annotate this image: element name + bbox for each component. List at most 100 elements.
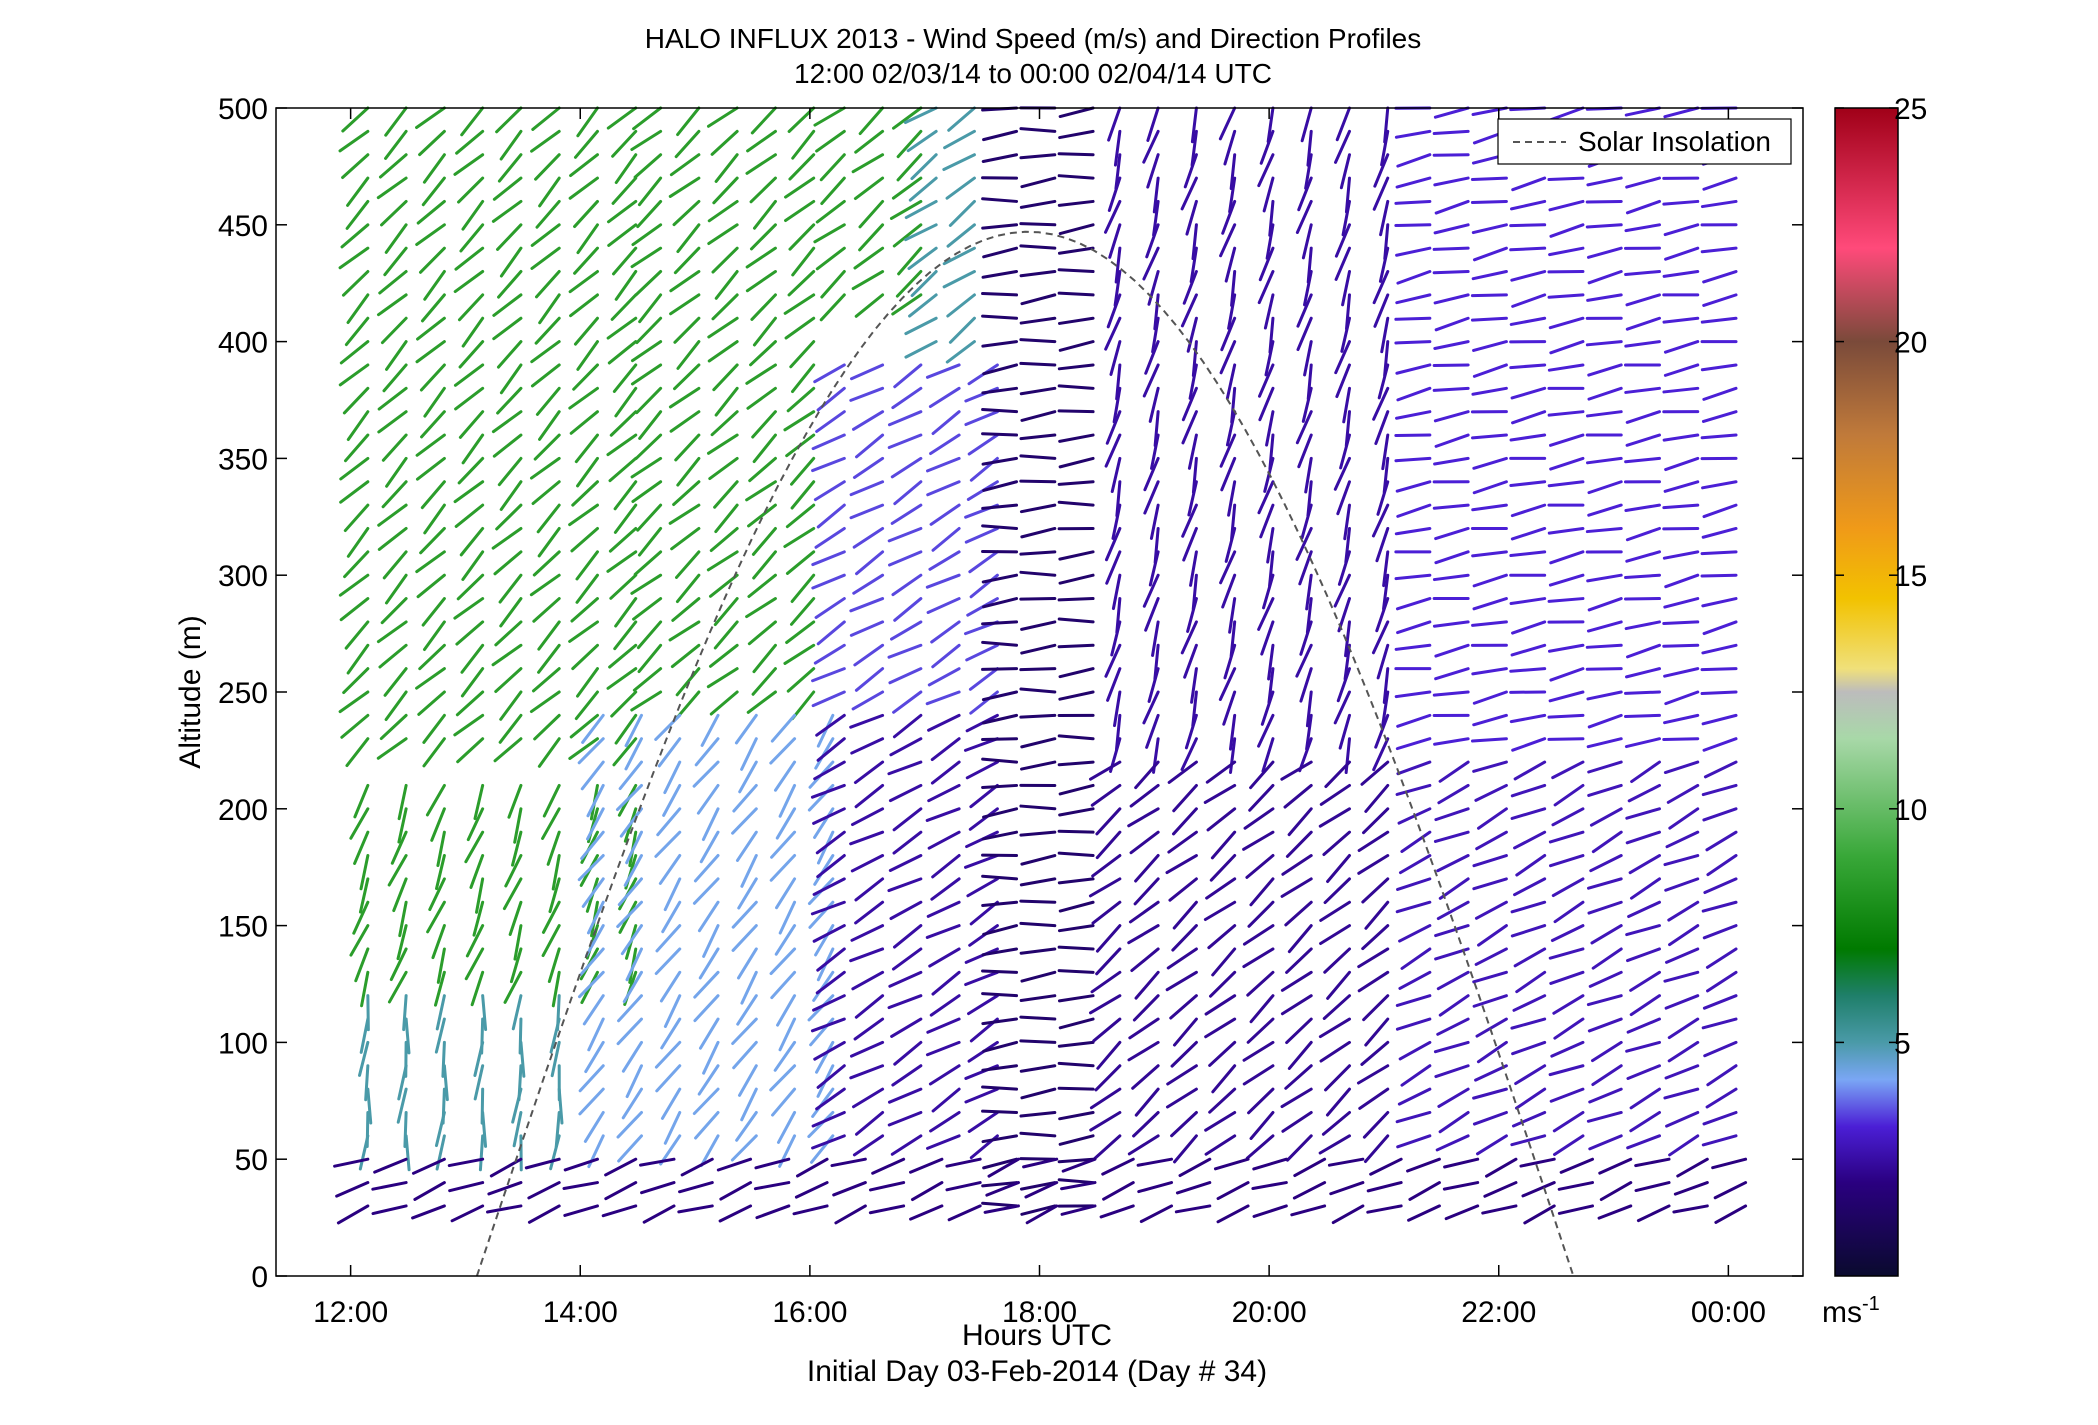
wind-barb bbox=[1143, 456, 1160, 492]
wind-barb bbox=[1191, 456, 1198, 494]
wind-barb bbox=[1663, 223, 1700, 237]
wind-barb bbox=[630, 340, 663, 363]
wind-barb bbox=[670, 526, 701, 551]
wind-barb bbox=[492, 293, 523, 317]
wind-barb bbox=[530, 129, 561, 153]
wind-barb bbox=[345, 737, 370, 768]
wind-barb bbox=[454, 503, 485, 528]
wind-barb bbox=[658, 854, 682, 885]
wind-barb bbox=[538, 293, 561, 325]
wind-barb bbox=[906, 129, 938, 153]
wind-barb bbox=[1663, 713, 1700, 725]
wind-barb bbox=[964, 854, 999, 869]
wind-barb bbox=[1587, 480, 1623, 495]
wind-barb bbox=[615, 783, 643, 812]
wind-barb bbox=[614, 153, 638, 185]
wind-barb bbox=[850, 807, 885, 827]
wind-barb bbox=[426, 900, 446, 934]
wind-barb bbox=[1295, 526, 1313, 561]
wind-barb bbox=[926, 1134, 961, 1150]
wind-barb bbox=[1432, 246, 1470, 251]
wind-barb bbox=[1019, 687, 1057, 694]
wind-barb bbox=[893, 480, 923, 506]
wind-barb bbox=[734, 713, 758, 745]
wind-barb bbox=[890, 456, 923, 479]
wind-barb bbox=[456, 573, 485, 601]
wind-barb bbox=[1057, 1061, 1095, 1068]
x-axis-label: Hours UTC bbox=[962, 1319, 1112, 1352]
wind-barb bbox=[1252, 1157, 1288, 1171]
wind-barbs bbox=[333, 106, 1748, 1225]
wind-barb bbox=[702, 924, 720, 958]
wind-barb bbox=[576, 456, 599, 488]
wind-barb bbox=[1208, 1087, 1237, 1114]
x-tick-label: 00:00 bbox=[1691, 1296, 1766, 1329]
wind-barb bbox=[925, 363, 961, 379]
wind-barb bbox=[1701, 713, 1738, 726]
wind-barb bbox=[1019, 1110, 1057, 1118]
wind-barb bbox=[1058, 223, 1095, 236]
x-tick-label: 14:00 bbox=[543, 1296, 618, 1329]
wind-barb bbox=[1213, 1157, 1250, 1171]
wind-barb bbox=[968, 807, 999, 831]
wind-barb bbox=[714, 270, 739, 300]
wind-barb bbox=[1513, 760, 1547, 781]
wind-barb bbox=[910, 153, 938, 181]
wind-barb bbox=[1261, 737, 1275, 773]
wind-barb bbox=[662, 783, 682, 817]
wind-barb bbox=[1586, 456, 1623, 465]
wind-barb bbox=[344, 433, 370, 463]
wind-barb bbox=[740, 737, 758, 771]
wind-barb bbox=[668, 386, 701, 409]
wind-barb bbox=[491, 199, 523, 223]
wind-barb bbox=[1058, 1110, 1095, 1121]
wind-barb bbox=[569, 153, 599, 178]
wind-barb bbox=[1395, 480, 1432, 493]
wind-barb bbox=[926, 456, 961, 473]
wind-barb bbox=[621, 1040, 643, 1073]
wind-barb bbox=[791, 363, 816, 394]
wind-barb bbox=[1701, 597, 1738, 608]
wind-barb bbox=[1700, 246, 1738, 254]
wind-barb bbox=[816, 854, 846, 879]
wind-barb bbox=[478, 1134, 485, 1172]
wind-barb bbox=[1395, 737, 1432, 751]
wind-barb bbox=[1221, 573, 1237, 609]
wind-barb bbox=[1339, 153, 1351, 190]
wind-barb bbox=[359, 1017, 370, 1054]
wind-barb bbox=[613, 620, 638, 651]
wind-barb bbox=[1260, 690, 1275, 726]
wind-barb bbox=[1344, 737, 1351, 775]
wind-barb bbox=[1280, 760, 1313, 781]
wind-barb bbox=[904, 223, 938, 242]
wind-barb bbox=[1434, 807, 1470, 822]
wind-barb bbox=[1509, 480, 1547, 488]
wind-barb bbox=[376, 176, 408, 200]
wind-barb bbox=[1191, 573, 1198, 611]
wind-barb bbox=[1553, 1134, 1585, 1156]
wind-barb bbox=[718, 1204, 753, 1223]
wind-barb bbox=[1366, 1181, 1403, 1193]
wind-barb bbox=[981, 524, 1019, 530]
wind-barb bbox=[1151, 620, 1160, 657]
wind-barb bbox=[849, 597, 885, 613]
wind-barb bbox=[1701, 643, 1738, 655]
wind-barb bbox=[1363, 1134, 1390, 1164]
wind-barb bbox=[1371, 620, 1390, 655]
wind-barb bbox=[1636, 1204, 1671, 1223]
wind-barb bbox=[1268, 199, 1275, 237]
wind-barb bbox=[580, 760, 605, 791]
wind-barb bbox=[1146, 106, 1160, 142]
wind-barb bbox=[707, 316, 739, 339]
wind-barb bbox=[587, 1017, 605, 1052]
wind-barb bbox=[1432, 270, 1470, 275]
wind-barb bbox=[1511, 293, 1547, 308]
wind-barb bbox=[784, 176, 816, 199]
wind-barb bbox=[1246, 1017, 1275, 1044]
wind-barb bbox=[987, 1157, 1020, 1178]
wind-barb bbox=[1182, 270, 1198, 305]
wind-barb bbox=[747, 573, 777, 598]
wind-barb bbox=[784, 316, 816, 340]
wind-barb bbox=[1549, 456, 1585, 471]
wind-barb bbox=[1019, 947, 1057, 955]
